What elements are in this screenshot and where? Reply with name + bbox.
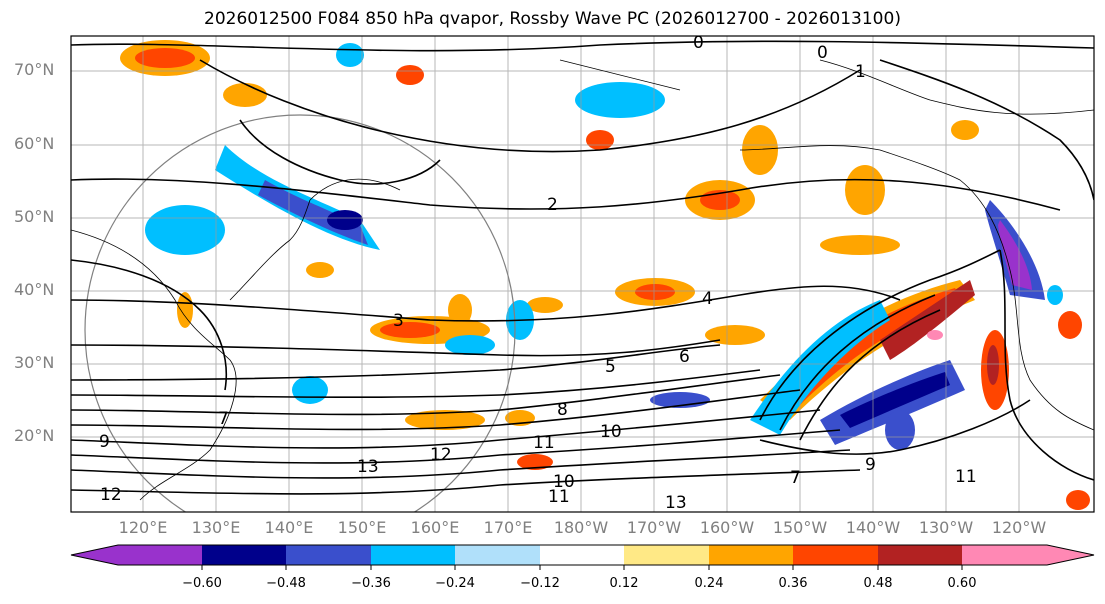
contour-label: 12 bbox=[100, 485, 122, 505]
lat-label-20n: 20°N bbox=[14, 426, 55, 445]
lat-label-30n: 30°N bbox=[14, 353, 55, 372]
colorbar-block bbox=[540, 545, 624, 565]
lon-label-130e: 130°E bbox=[191, 518, 241, 537]
colorbar-extend-high bbox=[1047, 545, 1094, 565]
colorbar-tick-label: −0.24 bbox=[435, 576, 475, 591]
contour-label: 10 bbox=[600, 422, 622, 442]
lon-label-160w: 160°W bbox=[699, 518, 755, 537]
colorbar-outline bbox=[70, 544, 1095, 566]
lon-label-130w: 130°W bbox=[918, 518, 974, 537]
lon-label-150e: 150°E bbox=[337, 518, 387, 537]
colorbar-ticks bbox=[201, 565, 963, 570]
lon-label-140w: 140°W bbox=[845, 518, 901, 537]
lat-label-40n: 40°N bbox=[14, 280, 55, 299]
contour-label: 11 bbox=[548, 487, 570, 507]
contour-label: 0 bbox=[693, 33, 704, 53]
contour-label: 0 bbox=[817, 43, 828, 63]
lon-label-170e: 170°E bbox=[483, 518, 533, 537]
colorbar-block bbox=[878, 545, 962, 565]
reference-circle bbox=[84, 114, 516, 512]
contour-label: 11 bbox=[533, 433, 555, 453]
coastlines bbox=[71, 59, 1094, 501]
map-title: 2026012500 F084 850 hPa qvapor, Rossby W… bbox=[204, 9, 901, 29]
colorbar-block bbox=[962, 545, 1047, 565]
contour-label: 6 bbox=[679, 347, 690, 367]
colorbar-tick-label: 0.48 bbox=[863, 576, 893, 591]
colorbar-block bbox=[709, 545, 793, 565]
contour-label: 10 bbox=[553, 472, 575, 492]
colorbar-block bbox=[624, 545, 709, 565]
negative-anomaly-shading bbox=[145, 43, 1063, 450]
lon-label-150w: 150°W bbox=[772, 518, 828, 537]
lat-label-70n: 70°N bbox=[14, 60, 55, 79]
colorbar bbox=[70, 544, 1095, 570]
colorbar-tick-label: −0.36 bbox=[351, 576, 391, 591]
colorbar-tick-label: 0.60 bbox=[947, 576, 977, 591]
map-frame bbox=[70, 35, 1095, 513]
lon-label-170w: 170°W bbox=[626, 518, 682, 537]
colorbar-tick-label: 0.12 bbox=[609, 576, 639, 591]
gridlines bbox=[71, 36, 1094, 512]
colorbar-block bbox=[455, 545, 540, 565]
contour-label-group: 0 0 1 2 3 4 5 6 7 7 8 9 9 10 10 11 11 11… bbox=[99, 33, 977, 513]
colorbar-block bbox=[793, 545, 878, 565]
contour-label: 5 bbox=[605, 357, 616, 377]
colorbar-block bbox=[118, 545, 202, 565]
lon-label-120e: 120°E bbox=[118, 518, 168, 537]
contour-label: 13 bbox=[357, 457, 379, 477]
contour-label: 12 bbox=[430, 445, 452, 465]
colorbar-extend-low bbox=[71, 545, 118, 565]
colorbar-tick-label: −0.12 bbox=[520, 576, 560, 591]
colorbar-tick-label: −0.48 bbox=[266, 576, 306, 591]
lon-label-140e: 140°E bbox=[264, 518, 314, 537]
colorbar-block bbox=[286, 545, 371, 565]
contour-label: 1 bbox=[855, 62, 866, 82]
contour-label: 11 bbox=[955, 467, 977, 487]
colorbar-tick-label: −0.60 bbox=[182, 576, 222, 591]
contour-label: 7 bbox=[218, 409, 229, 429]
contour-label: 8 bbox=[557, 400, 568, 420]
contour-lines bbox=[71, 40, 1094, 495]
contour-label: 7 bbox=[790, 468, 801, 488]
contour-label: 4 bbox=[702, 289, 713, 309]
contour-label: 2 bbox=[547, 195, 558, 215]
colorbar-tick-label: 0.24 bbox=[694, 576, 724, 591]
colorbar-block bbox=[202, 545, 286, 565]
lon-label-160e: 160°E bbox=[410, 518, 460, 537]
lon-label-180w: 180°W bbox=[553, 518, 609, 537]
contour-label: 13 bbox=[665, 493, 687, 513]
lat-label-60n: 60°N bbox=[14, 134, 55, 153]
lon-label-120w: 120°W bbox=[991, 518, 1047, 537]
contour-label: 9 bbox=[865, 455, 876, 475]
contour-label: 9 bbox=[99, 432, 110, 452]
lat-label-50n: 50°N bbox=[14, 207, 55, 226]
colorbar-tick-label: 0.36 bbox=[778, 576, 808, 591]
contour-label: 3 bbox=[393, 311, 404, 331]
colorbar-blocks bbox=[118, 545, 1047, 565]
colorbar-block bbox=[371, 545, 455, 565]
